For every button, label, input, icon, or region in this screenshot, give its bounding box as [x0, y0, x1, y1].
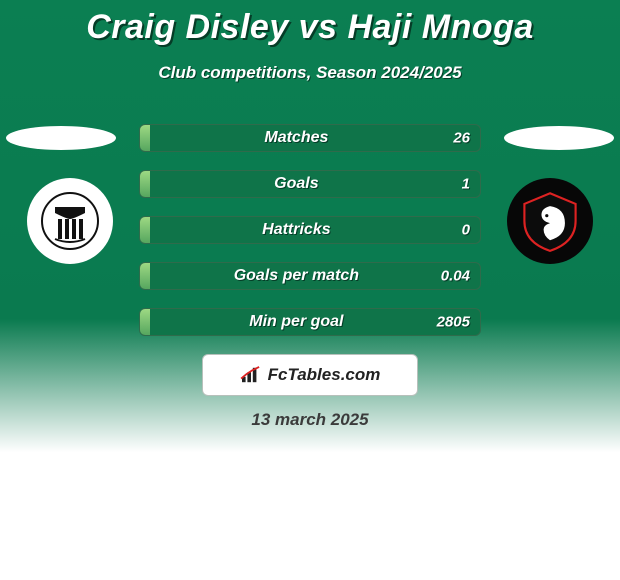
- stat-bar-value-right: 0: [462, 222, 470, 239]
- bar-chart-icon: [240, 366, 262, 384]
- stat-bar-fill-left: [140, 217, 150, 243]
- stat-bar-fill-left: [140, 125, 150, 151]
- stat-bar-fill-left: [140, 263, 150, 289]
- stat-bar-fill-left: [140, 309, 150, 335]
- right-team-badge: [507, 178, 593, 264]
- subtitle: Club competitions, Season 2024/2025: [0, 63, 620, 83]
- stat-bar: Hattricks 0: [139, 216, 481, 244]
- date-text: 13 march 2025: [0, 410, 620, 430]
- page-title: Craig Disley vs Haji Mnoga: [0, 0, 620, 47]
- branding-text: FcTables.com: [268, 365, 381, 385]
- stat-bar: Goals per match 0.04: [139, 262, 481, 290]
- right-shadow-ellipse: [504, 126, 614, 150]
- salford-crest-icon: [518, 189, 582, 253]
- stat-bars: Matches 26 Goals 1 Hattricks 0 Goals per match…: [139, 124, 481, 354]
- left-shadow-ellipse: [6, 126, 116, 150]
- grimsby-crest-icon: [40, 191, 100, 251]
- stat-bar: Goals 1: [139, 170, 481, 198]
- stat-bar: Matches 26: [139, 124, 481, 152]
- stat-bar-label: Hattricks: [262, 221, 330, 239]
- comparison-card: Craig Disley vs Haji Mnoga Club competit…: [0, 0, 620, 580]
- stat-bar-label: Min per goal: [249, 313, 343, 331]
- stat-bar-value-right: 1: [462, 176, 470, 193]
- stat-bar-label: Goals: [274, 175, 318, 193]
- stat-bar-value-right: 0.04: [441, 268, 470, 285]
- left-team-badge: [27, 178, 113, 264]
- branding-box[interactable]: FcTables.com: [202, 354, 418, 396]
- stat-bar-value-right: 2805: [437, 314, 470, 331]
- stat-bar-value-right: 26: [453, 130, 470, 147]
- stat-bar-label: Matches: [264, 129, 328, 147]
- stat-bar: Min per goal 2805: [139, 308, 481, 336]
- stat-bar-label: Goals per match: [234, 267, 359, 285]
- stat-bar-fill-left: [140, 171, 150, 197]
